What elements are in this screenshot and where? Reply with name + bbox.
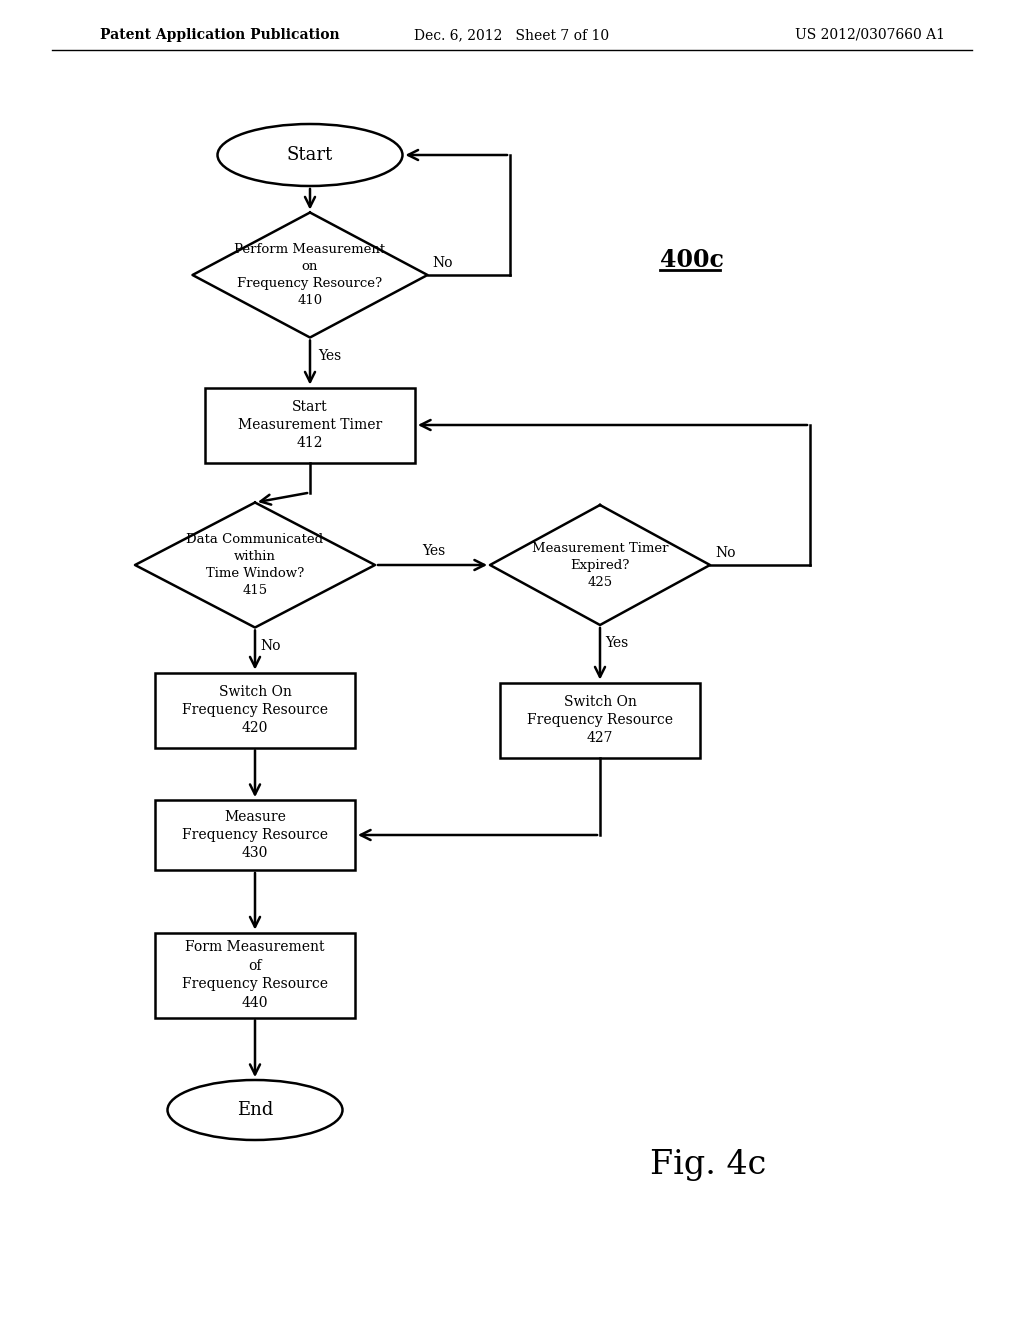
Text: Perform Measurement
on
Frequency Resource?
410: Perform Measurement on Frequency Resourc… xyxy=(234,243,386,308)
Bar xyxy=(155,672,355,747)
Text: Yes: Yes xyxy=(318,348,341,363)
Text: Start: Start xyxy=(287,147,333,164)
Text: Switch On
Frequency Resource
427: Switch On Frequency Resource 427 xyxy=(527,694,673,746)
Text: US 2012/0307660 A1: US 2012/0307660 A1 xyxy=(795,28,945,42)
Text: Data Communicated
within
Time Window?
415: Data Communicated within Time Window? 41… xyxy=(186,533,324,597)
Text: End: End xyxy=(237,1101,273,1119)
Bar xyxy=(205,388,415,462)
Bar xyxy=(500,682,700,758)
Text: Dec. 6, 2012   Sheet 7 of 10: Dec. 6, 2012 Sheet 7 of 10 xyxy=(415,28,609,42)
Text: Measure
Frequency Resource
430: Measure Frequency Resource 430 xyxy=(182,809,328,861)
Bar xyxy=(155,800,355,870)
Text: No: No xyxy=(260,639,281,652)
Text: Yes: Yes xyxy=(423,544,445,558)
Bar xyxy=(155,932,355,1018)
Text: 400c: 400c xyxy=(660,248,724,272)
Text: Form Measurement
of
Frequency Resource
440: Form Measurement of Frequency Resource 4… xyxy=(182,940,328,1010)
Text: Fig. 4c: Fig. 4c xyxy=(650,1148,766,1181)
Text: Measurement Timer
Expired?
425: Measurement Timer Expired? 425 xyxy=(531,541,669,589)
Text: No: No xyxy=(432,256,453,271)
Text: Patent Application Publication: Patent Application Publication xyxy=(100,28,340,42)
Text: No: No xyxy=(715,546,735,560)
Text: Start
Measurement Timer
412: Start Measurement Timer 412 xyxy=(238,400,382,450)
Text: Switch On
Frequency Resource
420: Switch On Frequency Resource 420 xyxy=(182,685,328,735)
Text: Yes: Yes xyxy=(605,636,629,649)
